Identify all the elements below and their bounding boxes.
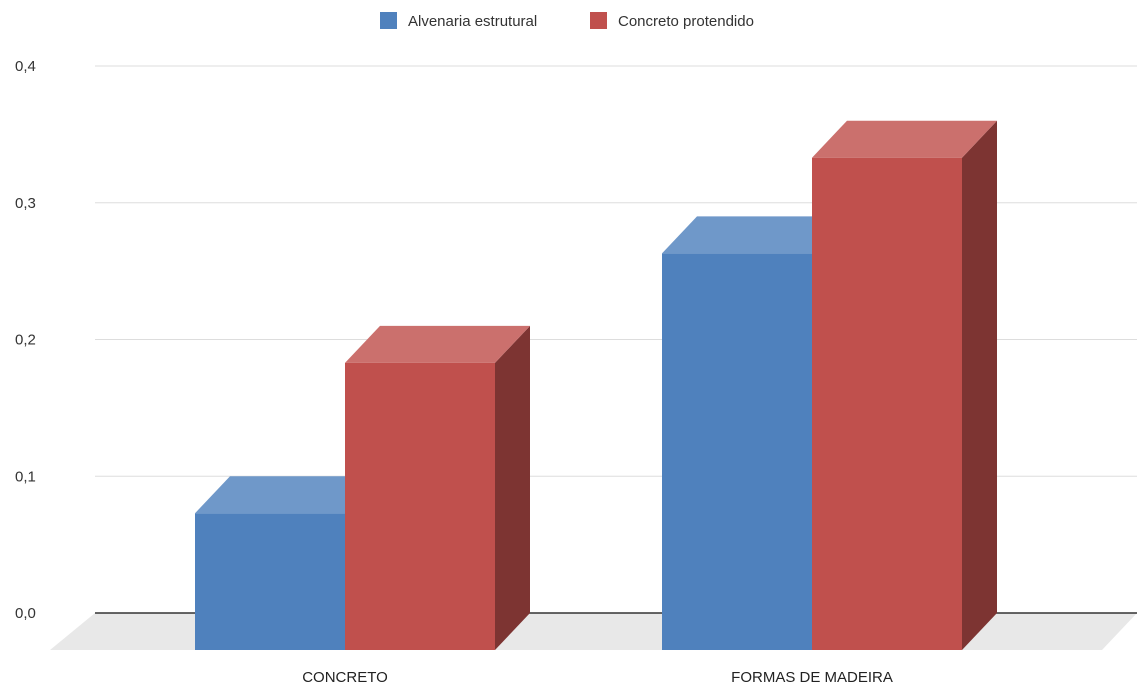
bar-top-face xyxy=(662,216,847,254)
y-axis-ticks: 0,0 0,1 0,2 0,3 0,4 xyxy=(15,58,36,622)
bar xyxy=(345,325,530,650)
bar-side-face xyxy=(962,120,997,650)
bar-front-face xyxy=(195,513,345,650)
bars xyxy=(195,120,997,651)
bar-side-face xyxy=(495,325,530,650)
legend-label: Concreto protendido xyxy=(618,13,754,30)
y-tick-label: 0,2 xyxy=(15,332,36,349)
legend-swatch xyxy=(380,12,397,29)
bar-front-face xyxy=(812,157,962,650)
legend-label: Alvenaria estrutural xyxy=(408,13,537,30)
bar-front-face xyxy=(345,362,495,650)
legend-item[interactable]: Alvenaria estrutural xyxy=(380,12,537,30)
y-tick-label: 0,3 xyxy=(15,195,36,212)
bar-top-face xyxy=(195,476,380,514)
y-tick-label: 0,4 xyxy=(15,58,36,75)
x-axis-categories: CONCRETO FORMAS DE MADEIRA xyxy=(302,669,893,684)
bar xyxy=(812,120,997,650)
bar-top-face xyxy=(345,325,530,363)
y-tick-label: 0,1 xyxy=(15,468,36,485)
y-tick-label: 0,0 xyxy=(15,605,36,622)
bar-front-face xyxy=(662,253,812,651)
legend-item[interactable]: Concreto protendido xyxy=(590,12,754,30)
x-category-label: CONCRETO xyxy=(302,669,388,684)
x-category-label: FORMAS DE MADEIRA xyxy=(731,669,893,684)
legend[interactable]: Alvenaria estrutural Concreto protendido xyxy=(380,12,754,30)
legend-swatch xyxy=(590,12,607,29)
bar-top-face xyxy=(812,120,997,158)
bar xyxy=(195,476,380,650)
